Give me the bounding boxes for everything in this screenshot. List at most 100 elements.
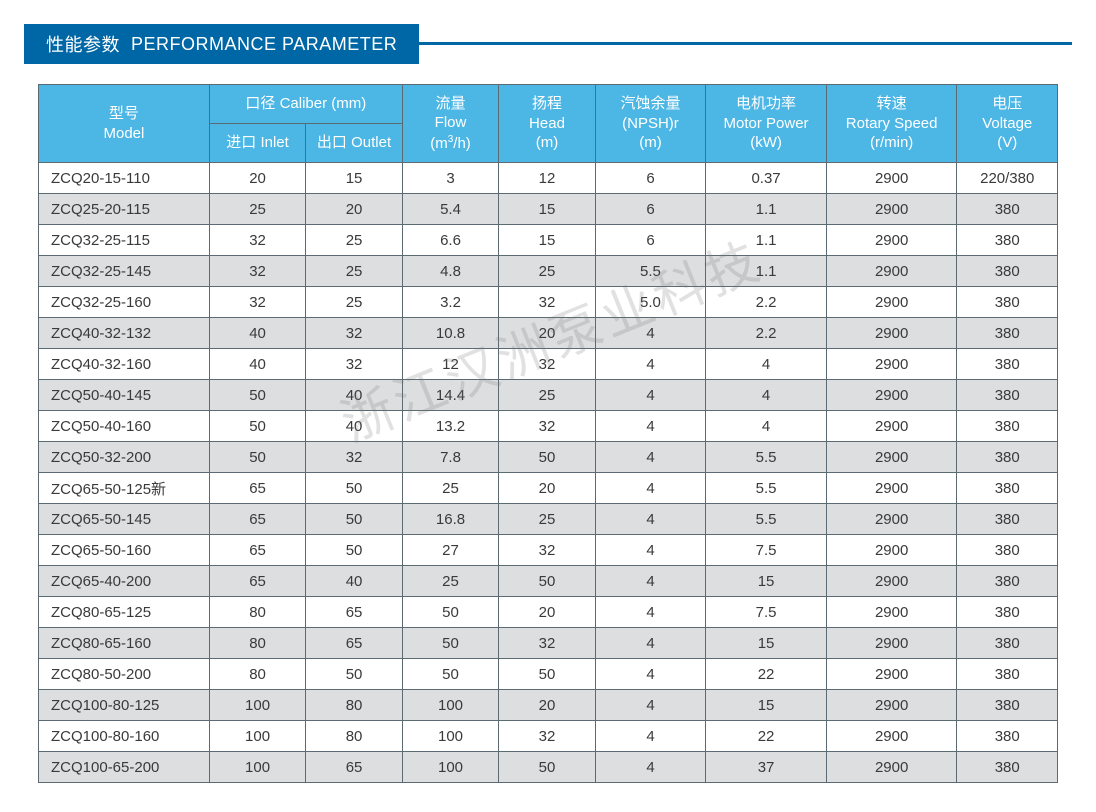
cell-npsh: 4 xyxy=(595,473,706,504)
section-title-cn: 性能参数 xyxy=(46,31,120,57)
cell-voltage: 380 xyxy=(957,442,1058,473)
cell-inlet: 25 xyxy=(209,194,305,225)
cell-npsh: 4 xyxy=(595,597,706,628)
title-underline xyxy=(418,42,1072,45)
cell-npsh: 4 xyxy=(595,504,706,535)
cell-outlet: 32 xyxy=(306,442,402,473)
col-power: 电机功率 Motor Power (kW) xyxy=(706,85,827,163)
cell-speed: 2900 xyxy=(826,566,957,597)
cell-outlet: 40 xyxy=(306,411,402,442)
cell-npsh: 4 xyxy=(595,380,706,411)
cell-voltage: 380 xyxy=(957,256,1058,287)
col-power-cn: 电机功率 xyxy=(736,95,796,112)
col-inlet: 进口 Inlet xyxy=(209,124,305,163)
cell-inlet: 80 xyxy=(209,597,305,628)
section-title-bar: 性能参数 PERFORMANCE PARAMETER xyxy=(24,24,1072,64)
cell-power: 7.5 xyxy=(706,597,827,628)
cell-voltage: 380 xyxy=(957,535,1058,566)
cell-flow: 10.8 xyxy=(402,318,498,349)
cell-power: 1.1 xyxy=(706,194,827,225)
cell-outlet: 40 xyxy=(306,380,402,411)
cell-power: 4 xyxy=(706,411,827,442)
performance-table: 型号 Model 口径 Caliber (mm) 流量 Flow (m3/h) xyxy=(38,84,1058,783)
cell-head: 32 xyxy=(499,411,595,442)
col-head-unit: (m) xyxy=(536,134,559,151)
cell-outlet: 25 xyxy=(306,287,402,318)
cell-power: 22 xyxy=(706,659,827,690)
cell-inlet: 65 xyxy=(209,504,305,535)
col-voltage-cn: 电压 xyxy=(992,95,1022,112)
cell-voltage: 380 xyxy=(957,566,1058,597)
cell-outlet: 50 xyxy=(306,504,402,535)
cell-model: ZCQ40-32-132 xyxy=(39,318,210,349)
cell-model: ZCQ65-50-160 xyxy=(39,535,210,566)
cell-speed: 2900 xyxy=(826,163,957,194)
cell-speed: 2900 xyxy=(826,442,957,473)
cell-head: 25 xyxy=(499,256,595,287)
cell-voltage: 380 xyxy=(957,690,1058,721)
cell-outlet: 20 xyxy=(306,194,402,225)
col-outlet: 出口 Outlet xyxy=(306,124,402,163)
col-caliber-en: Caliber (mm) xyxy=(280,95,367,112)
cell-flow: 50 xyxy=(402,628,498,659)
col-voltage: 电压 Voltage (V) xyxy=(957,85,1058,163)
col-flow-cn: 流量 xyxy=(436,95,466,112)
table-row: ZCQ80-65-1258065502047.52900380 xyxy=(39,597,1058,628)
cell-power: 22 xyxy=(706,721,827,752)
cell-power: 1.1 xyxy=(706,225,827,256)
cell-inlet: 50 xyxy=(209,442,305,473)
spacer xyxy=(120,34,131,55)
table-row: ZCQ50-32-20050327.85045.52900380 xyxy=(39,442,1058,473)
cell-inlet: 65 xyxy=(209,566,305,597)
cell-head: 50 xyxy=(499,566,595,597)
cell-voltage: 380 xyxy=(957,318,1058,349)
cell-voltage: 380 xyxy=(957,411,1058,442)
cell-inlet: 32 xyxy=(209,225,305,256)
table-row: ZCQ50-40-160504013.232442900380 xyxy=(39,411,1058,442)
section-title-en: PERFORMANCE PARAMETER xyxy=(131,34,397,55)
cell-inlet: 40 xyxy=(209,318,305,349)
cell-inlet: 65 xyxy=(209,473,305,504)
cell-npsh: 4 xyxy=(595,659,706,690)
cell-speed: 2900 xyxy=(826,628,957,659)
col-model: 型号 Model xyxy=(39,85,210,163)
cell-model: ZCQ65-50-145 xyxy=(39,504,210,535)
table-body: ZCQ20-15-110201531260.372900220/380ZCQ25… xyxy=(39,163,1058,783)
col-power-unit: (kW) xyxy=(750,134,782,151)
col-model-cn: 型号 xyxy=(109,105,139,122)
cell-model: ZCQ50-40-145 xyxy=(39,380,210,411)
cell-speed: 2900 xyxy=(826,287,957,318)
cell-flow: 14.4 xyxy=(402,380,498,411)
cell-voltage: 380 xyxy=(957,752,1058,783)
col-speed-cn: 转速 xyxy=(877,95,907,112)
cell-inlet: 32 xyxy=(209,256,305,287)
cell-npsh: 6 xyxy=(595,194,706,225)
cell-npsh: 6 xyxy=(595,225,706,256)
cell-voltage: 380 xyxy=(957,194,1058,225)
cell-flow: 25 xyxy=(402,566,498,597)
cell-model: ZCQ32-25-145 xyxy=(39,256,210,287)
cell-voltage: 380 xyxy=(957,628,1058,659)
cell-power: 4 xyxy=(706,380,827,411)
cell-head: 32 xyxy=(499,535,595,566)
cell-model: ZCQ50-40-160 xyxy=(39,411,210,442)
cell-inlet: 80 xyxy=(209,628,305,659)
cell-speed: 2900 xyxy=(826,535,957,566)
table-row: ZCQ32-25-11532256.61561.12900380 xyxy=(39,225,1058,256)
col-speed: 转速 Rotary Speed (r/min) xyxy=(826,85,957,163)
col-speed-unit: (r/min) xyxy=(870,134,913,151)
cell-model: ZCQ50-32-200 xyxy=(39,442,210,473)
cell-npsh: 4 xyxy=(595,442,706,473)
cell-speed: 2900 xyxy=(826,721,957,752)
cell-inlet: 32 xyxy=(209,287,305,318)
cell-speed: 2900 xyxy=(826,256,957,287)
col-head-cn: 扬程 xyxy=(532,95,562,112)
table-row: ZCQ65-50-1606550273247.52900380 xyxy=(39,535,1058,566)
cell-power: 5.5 xyxy=(706,442,827,473)
cell-head: 32 xyxy=(499,628,595,659)
cell-speed: 2900 xyxy=(826,752,957,783)
cell-npsh: 4 xyxy=(595,628,706,659)
cell-inlet: 50 xyxy=(209,411,305,442)
col-flow-en: Flow xyxy=(435,114,467,131)
cell-power: 5.5 xyxy=(706,473,827,504)
